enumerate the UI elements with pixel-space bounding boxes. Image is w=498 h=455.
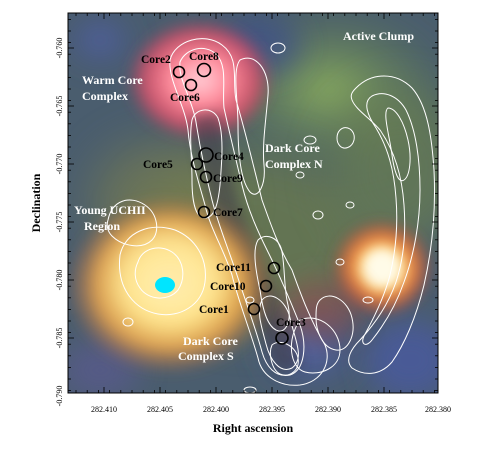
core10-marker <box>259 279 273 293</box>
core11-label: Core11 <box>216 262 251 274</box>
dark-core-n-label-line1: Dark Core <box>265 141 320 155</box>
xtick-label: 282.400 <box>203 405 229 414</box>
warm-core-label-line1: Warm Core <box>82 73 143 87</box>
warm-core-label-line2: Complex <box>82 89 128 103</box>
xtick-label: 282.405 <box>147 405 173 414</box>
active-clump-label: Active Clump <box>343 29 414 43</box>
ytick-label: -0.790 <box>55 386 64 407</box>
contours <box>106 38 436 393</box>
y-axis-label: Declination <box>29 173 43 232</box>
xtick-label: 282.380 <box>425 405 451 414</box>
core-markers <box>172 62 289 345</box>
core7-label: Core7 <box>213 207 243 219</box>
ytick-label: -0.780 <box>55 270 64 291</box>
core3-label: Core3 <box>276 317 306 329</box>
x-axis-label: Right ascension <box>213 421 294 435</box>
dark-core-n-label-line2: Complex N <box>265 157 323 171</box>
tick-marks <box>68 13 438 393</box>
xtick-label: 282.390 <box>315 405 341 414</box>
core10-label: Core10 <box>210 281 246 293</box>
core6-marker <box>184 78 198 92</box>
core7-marker <box>197 205 211 219</box>
core2-marker <box>172 65 186 79</box>
young-uchii-label-line1: Young UCHII <box>74 203 146 217</box>
plot-frame <box>67 12 439 394</box>
core8-label: Core8 <box>189 51 219 63</box>
ytick-label: -0.775 <box>55 212 64 233</box>
xtick-label: 282.395 <box>259 405 285 414</box>
core5-marker <box>190 157 204 171</box>
core2-label: Core2 <box>141 54 171 66</box>
core3-marker <box>275 331 289 345</box>
core4-label: Core4 <box>214 151 244 163</box>
saturated-pixel-blob <box>155 277 175 293</box>
core4-marker <box>198 147 214 163</box>
core5-label: Core5 <box>143 159 173 171</box>
core8-marker <box>196 62 212 78</box>
core9-label: Core9 <box>213 173 243 185</box>
core6-label: Core6 <box>170 92 200 104</box>
young-uchii-label-line2: Region <box>84 219 120 233</box>
xtick-label: 282.410 <box>91 405 117 414</box>
ytick-label: -0.760 <box>55 38 64 59</box>
dark-core-s-label-line1: Dark Core <box>183 334 238 348</box>
xtick-label: 282.385 <box>371 405 397 414</box>
core1-marker <box>247 302 261 316</box>
ytick-label: -0.765 <box>55 96 64 117</box>
ytick-label: -0.770 <box>55 154 64 175</box>
core9-marker <box>199 170 213 184</box>
dark-core-s-label-line2: Complex S <box>178 349 234 363</box>
core1-label: Core1 <box>199 304 229 316</box>
ytick-label: -0.785 <box>55 328 64 349</box>
core11-marker <box>267 261 281 275</box>
